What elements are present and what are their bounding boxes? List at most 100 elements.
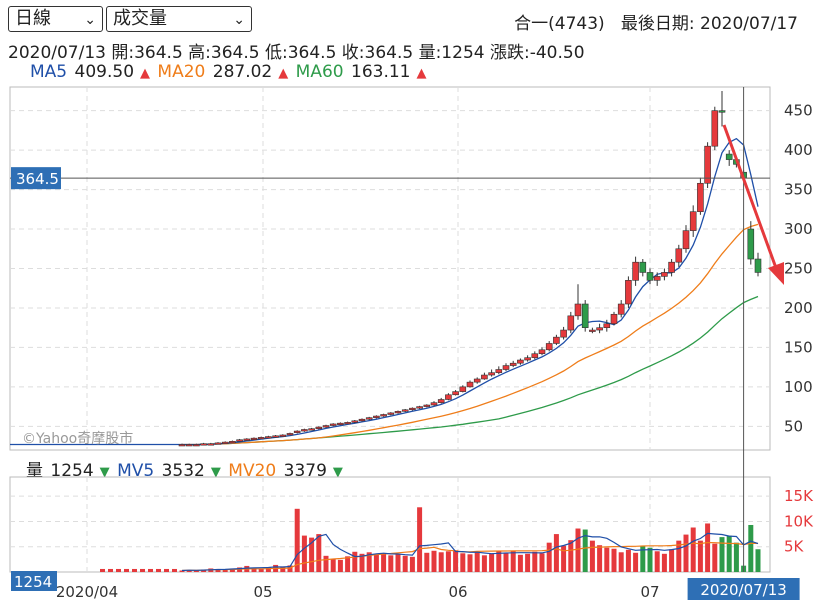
candle-body	[538, 349, 546, 355]
ma-legend: MA5 409.50 ▲ MA20 287.02 ▲ MA60 163.11 ▲	[30, 62, 428, 82]
volume-bar	[611, 548, 617, 572]
volume-bar	[546, 542, 552, 572]
volume-bar	[258, 568, 264, 572]
volume-bar	[589, 540, 595, 572]
candle-body	[589, 329, 596, 332]
candle-body	[459, 386, 467, 392]
volume-value: 1254	[50, 461, 94, 481]
volume-bar	[323, 555, 329, 572]
candle-body	[711, 110, 719, 147]
candle-body	[517, 359, 524, 364]
mv5-value: 3532	[161, 461, 205, 481]
watermark: ©Yahoo奇摩股市	[22, 430, 133, 447]
volume-bar	[124, 568, 129, 572]
volume-bar	[424, 552, 430, 572]
volume-bar	[352, 551, 358, 572]
x-tick-label: 07	[640, 583, 659, 601]
candle-body	[574, 303, 582, 317]
volume-tick-label: 10K	[784, 512, 814, 530]
period-select[interactable]: 日線 ⌄	[8, 6, 103, 32]
candle-body	[265, 436, 272, 439]
volume-bar	[294, 508, 300, 572]
ma60-name: MA60	[295, 62, 344, 82]
volume-bar	[280, 566, 286, 572]
volume-bar	[316, 534, 322, 572]
volume-bar	[179, 570, 185, 572]
volume-bar	[366, 552, 372, 572]
candle-body	[524, 357, 531, 361]
candle-body	[193, 444, 200, 447]
candle-body	[488, 372, 495, 376]
volume-bar	[676, 540, 682, 572]
trend-arrow-line	[722, 124, 778, 269]
volume-bar	[712, 543, 718, 572]
candle-body	[481, 374, 488, 380]
candle-body	[509, 362, 517, 366]
candle-body	[293, 430, 301, 433]
candle-body	[668, 261, 675, 273]
indicator-select-value: 成交量	[113, 8, 167, 29]
volume-bar	[661, 553, 667, 572]
price-tick-label: 50	[784, 417, 803, 435]
candle-body	[308, 428, 315, 431]
volume-bar	[301, 535, 307, 572]
candle-body	[257, 437, 265, 440]
volume-bar	[481, 555, 487, 572]
price-tick-label: 150	[784, 338, 813, 356]
volume-legend: 量 1254 ▼ MV5 3532 ▼ MV20 3379 ▼	[26, 456, 345, 481]
candle-body	[272, 435, 279, 438]
volume-label: 量	[26, 461, 43, 481]
crosshair-volume-box	[11, 571, 57, 591]
volume-bar	[445, 551, 451, 572]
volume-bar	[640, 545, 646, 572]
volume-bar	[381, 553, 387, 572]
ma5-name: MA5	[30, 62, 68, 82]
candle-body	[531, 353, 539, 358]
volume-bar	[618, 552, 624, 572]
candle-body	[301, 429, 308, 432]
candle-body	[430, 402, 438, 406]
volume-bar	[251, 567, 257, 572]
candle-body	[185, 444, 193, 447]
candle-body	[661, 272, 668, 277]
trend-arrow-head	[768, 262, 784, 285]
crosshair-price-box	[11, 167, 61, 190]
ma20-line	[182, 223, 759, 446]
triangle-up-icon: ▲	[416, 66, 427, 81]
indicator-select[interactable]: 成交量 ⌄	[106, 6, 252, 32]
ma5-value: 409.50	[74, 62, 135, 82]
volume-bar	[330, 559, 336, 572]
volume-bar	[140, 568, 145, 572]
crosshair-volume-label: 1254	[14, 573, 52, 591]
volume-bar	[460, 553, 466, 572]
last-date: 最後日期: 2020/07/17	[620, 14, 798, 34]
candle-body	[754, 258, 762, 273]
ma20-name: MA20	[157, 62, 206, 82]
candle-body	[322, 425, 330, 428]
mv20-value: 3379	[283, 461, 327, 481]
candle-body	[373, 415, 380, 418]
volume-bar	[395, 554, 401, 572]
triangle-down-icon: ▼	[210, 465, 221, 480]
volume-bar	[467, 554, 473, 572]
candle-body	[178, 444, 186, 447]
candle-body	[567, 315, 575, 331]
volume-bar	[539, 553, 545, 572]
header-info: 合一(4743) 最後日期: 2020/07/17	[514, 9, 798, 34]
candle-body	[329, 423, 337, 426]
ma60-value: 163.11	[351, 62, 411, 82]
volume-bar	[755, 549, 761, 572]
candle-body	[653, 276, 661, 281]
volume-bar	[489, 553, 495, 572]
crosshair-price-label: 364.5	[16, 170, 59, 188]
volume-bar	[733, 542, 739, 572]
volume-bar	[582, 529, 588, 572]
candle-body	[387, 412, 395, 415]
volume-bar	[683, 534, 689, 572]
volume-bar	[388, 555, 394, 572]
volume-bar	[453, 550, 459, 572]
candle-body	[315, 426, 323, 429]
volume-bar	[496, 551, 502, 572]
candle-body	[502, 365, 510, 370]
